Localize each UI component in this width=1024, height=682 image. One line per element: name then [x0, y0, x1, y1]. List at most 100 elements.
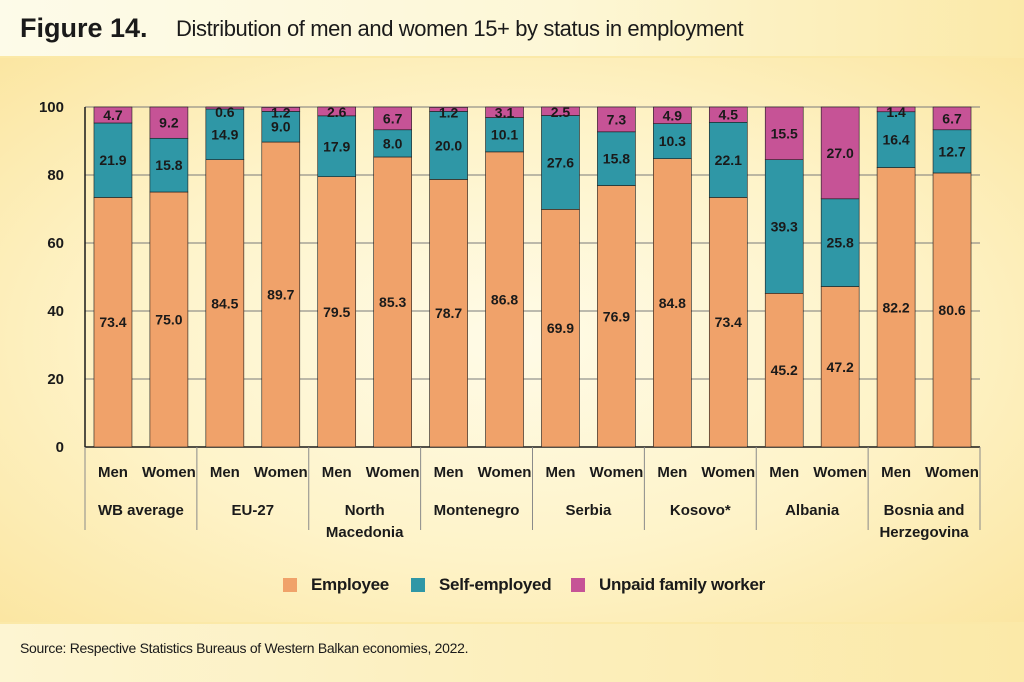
bar-segment-employee [373, 156, 412, 448]
data-label: 86.8 [491, 291, 518, 307]
data-label: 9.0 [271, 119, 291, 135]
bar-segment-unpaid-family-worker [149, 106, 189, 139]
legend: Employee Self-employed Unpaid family wor… [0, 575, 1024, 599]
data-label: 0.6 [215, 104, 235, 120]
figure-title: Distribution of men and women 15+ by sta… [176, 16, 744, 41]
title-bar [0, 0, 1024, 56]
group-label: Albania [785, 502, 840, 519]
bar-segment-self-employed [373, 129, 412, 158]
group-label: Serbia [566, 502, 613, 519]
bar-segment-employee [932, 172, 972, 448]
x-tick-label: Men [545, 464, 575, 481]
y-tick-label: 40 [47, 303, 64, 320]
x-tick-label: Men [322, 464, 352, 481]
source-bar [0, 624, 1024, 682]
legend-item-self-employed: Self-employed [411, 575, 552, 595]
legend-item-unpaid-family-worker: Unpaid family worker [571, 575, 765, 595]
x-tick-label: Men [657, 464, 687, 481]
data-label: 10.3 [659, 133, 686, 149]
group-label: Macedonia [326, 524, 404, 541]
data-label: 69.9 [547, 320, 574, 336]
bar-segment-self-employed [708, 122, 748, 198]
x-tick-label: Women [478, 464, 532, 481]
data-label: 85.3 [379, 294, 406, 310]
bar-segment-unpaid-family-worker [708, 106, 748, 123]
x-tick-label: Women [701, 464, 755, 481]
bar-segment-unpaid-family-worker [597, 106, 636, 133]
bar-segment-employee [876, 167, 916, 448]
data-label: 15.8 [603, 151, 630, 167]
bar-segment-unpaid-family-worker [541, 106, 580, 116]
data-label: 89.7 [267, 287, 294, 303]
bar-segment-self-employed [653, 123, 692, 159]
legend-swatch-unpaid-family-worker [571, 578, 585, 592]
data-label: 22.1 [715, 152, 742, 168]
data-label: 2.5 [551, 104, 571, 120]
y-tick-label: 20 [47, 371, 64, 388]
group-label: EU-27 [232, 502, 275, 519]
bar-segment-employee [485, 151, 524, 448]
bar-segment-self-employed [205, 108, 245, 161]
bar-segment-employee [317, 176, 357, 448]
x-tick-label: Women [142, 464, 196, 481]
x-tick-label: Women [254, 464, 308, 481]
legend-swatch-employee [283, 578, 297, 592]
group-label: Kosovo* [670, 502, 731, 519]
data-label: 7.3 [607, 111, 627, 127]
data-label: 2.6 [327, 104, 347, 120]
bar-segment-unpaid-family-worker [93, 106, 133, 124]
data-label: 15.8 [155, 157, 182, 173]
bar-segment-unpaid-family-worker [205, 106, 245, 110]
data-label: 21.9 [99, 152, 126, 168]
data-label: 45.2 [771, 362, 798, 378]
bar-segment-unpaid-family-worker [261, 107, 301, 112]
bar-segment-self-employed [820, 198, 860, 287]
legend-item-employee: Employee [283, 575, 389, 595]
x-tick-label: Men [98, 464, 128, 481]
bar-segment-self-employed [261, 111, 301, 143]
y-tick-label: 100 [39, 99, 64, 116]
bar-segment-self-employed [764, 159, 804, 294]
data-label: 12.7 [938, 143, 965, 159]
bar-segment-self-employed [541, 115, 580, 210]
group-label: Bosnia and [884, 502, 965, 519]
data-label: 1.2 [271, 104, 291, 120]
data-label: 1.4 [886, 104, 906, 120]
bar-segment-employee [653, 158, 692, 448]
data-label: 14.9 [211, 126, 238, 142]
bar-segment-unpaid-family-worker [764, 106, 804, 161]
legend-label-self-employed: Self-employed [439, 575, 552, 594]
group-label: North [345, 502, 385, 519]
y-tick-label: 60 [47, 235, 64, 252]
data-label: 1.2 [439, 104, 459, 120]
bar-segment-unpaid-family-worker [317, 106, 357, 117]
group-label: Herzegovina [879, 524, 969, 541]
data-label: 79.5 [323, 304, 350, 320]
x-tick-label: Men [434, 464, 464, 481]
bar-segment-unpaid-family-worker [485, 106, 524, 118]
data-label: 6.7 [942, 110, 962, 126]
bar-segment-employee [93, 197, 133, 448]
data-label: 76.9 [603, 308, 630, 324]
data-label: 17.9 [323, 138, 350, 154]
bar-segment-unpaid-family-worker [429, 107, 468, 112]
bar-segment-self-employed [149, 137, 189, 193]
bar-segment-employee [597, 185, 636, 448]
bar-segment-self-employed [597, 131, 636, 186]
data-label: 39.3 [771, 219, 798, 235]
bar-segment-employee [820, 286, 860, 448]
bar-segment-employee [708, 197, 748, 448]
bar-segment-self-employed [485, 117, 524, 153]
bar-segment-employee [261, 141, 301, 448]
legend-swatch-self-employed [411, 578, 425, 592]
group-label: WB average [98, 502, 184, 519]
data-label: 80.6 [938, 302, 965, 318]
x-tick-label: Men [769, 464, 799, 481]
data-label: 8.0 [383, 135, 403, 151]
bar-segment-unpaid-family-worker [820, 106, 860, 200]
bar-segment-unpaid-family-worker [373, 106, 412, 131]
bar-segment-employee [764, 293, 804, 448]
x-tick-label: Men [210, 464, 240, 481]
x-tick-label: Women [366, 464, 420, 481]
